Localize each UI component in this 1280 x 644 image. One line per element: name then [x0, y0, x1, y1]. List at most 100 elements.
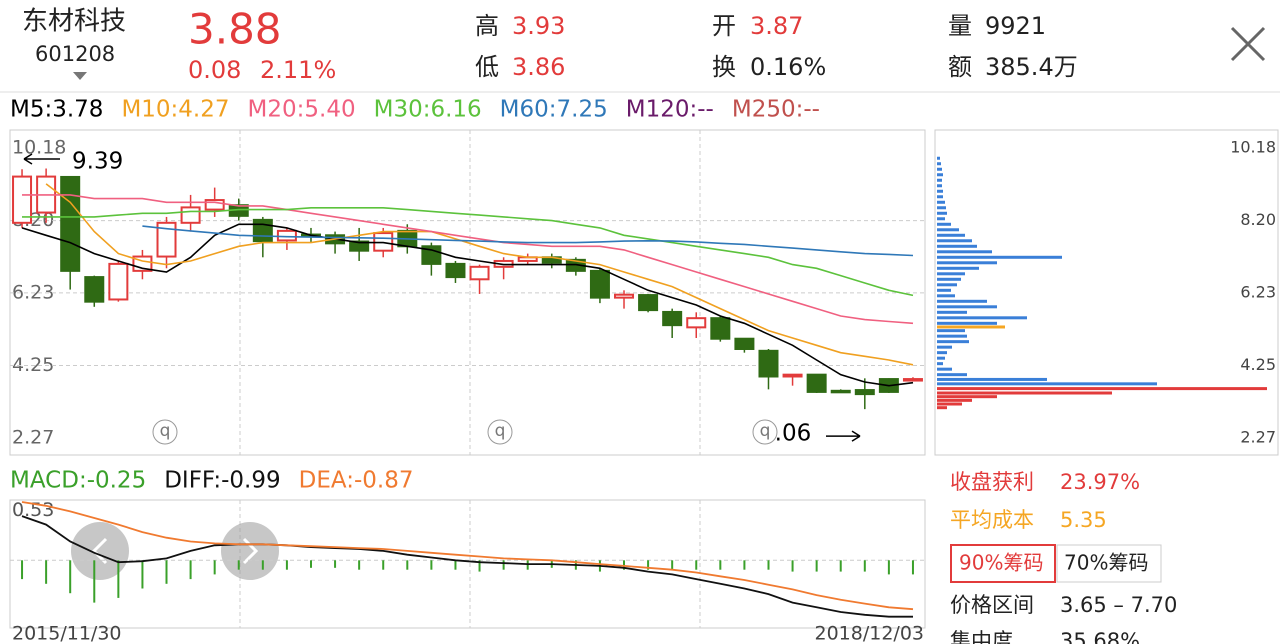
- chip-bar: [937, 325, 1005, 329]
- chip-bar: [937, 362, 943, 366]
- value: 0.16%: [750, 53, 826, 81]
- y-tick-label: 6.23: [1240, 282, 1276, 301]
- ma-line: [22, 207, 914, 297]
- prev-button[interactable]: [71, 522, 129, 580]
- chip-bar: [937, 266, 979, 270]
- chip-bar: [937, 382, 1157, 386]
- candle-body: [806, 373, 827, 393]
- value: 3.87: [750, 12, 803, 40]
- legend-entry: M20:5.40: [248, 97, 356, 123]
- stat-value: 23.97%: [1060, 470, 1140, 494]
- value: 3.93: [512, 12, 565, 40]
- close-button[interactable]: [1230, 26, 1266, 62]
- chip-bar: [937, 195, 943, 199]
- chip-bar: [937, 272, 965, 276]
- x-tick-label: 2015/11/30: [12, 623, 122, 644]
- legend-entry: DIFF:-0.99: [164, 468, 280, 494]
- y-tick-label: 10.18: [12, 136, 66, 158]
- legend-entry: M30:6.16: [374, 97, 482, 123]
- candle-body: [276, 229, 297, 242]
- chip-bar: [937, 329, 965, 333]
- stock-code: 601208: [35, 42, 115, 66]
- chip-bar: [937, 261, 997, 265]
- y-tick-label: 2.27: [12, 427, 54, 449]
- candle-body: [902, 378, 923, 382]
- value: 9921: [985, 12, 1046, 40]
- chip-bar: [937, 211, 947, 215]
- candle-body: [710, 317, 731, 340]
- candle-body: [204, 199, 225, 211]
- event-label: q: [160, 421, 171, 441]
- prev-icon: [91, 537, 108, 565]
- candle-body: [614, 293, 635, 299]
- chip-bar: [937, 310, 967, 314]
- candle-body: [589, 269, 610, 299]
- legend-entry: M120:--: [626, 97, 714, 123]
- chip-bar: [937, 321, 997, 325]
- candle-body: [252, 218, 273, 243]
- next-icon: [242, 537, 259, 565]
- chip-bar: [937, 200, 945, 204]
- stat-label: 收盘获利: [950, 470, 1034, 494]
- next-button[interactable]: [221, 522, 279, 580]
- chip-bar: [937, 351, 947, 355]
- stat-label: 价格区间: [950, 593, 1034, 617]
- chip-bar: [937, 377, 1047, 381]
- y-tick-label: 4.25: [1240, 355, 1276, 374]
- chip-bar: [937, 250, 992, 254]
- chip-bar: [937, 239, 972, 243]
- candle-body: [854, 389, 875, 396]
- chip-bar: [937, 299, 987, 303]
- chip-bar: [937, 367, 952, 371]
- label: 高: [475, 12, 499, 40]
- stock-name: 东材科技: [22, 7, 126, 37]
- chip-bar: [937, 277, 961, 281]
- candle-body: [156, 221, 177, 258]
- chip-bar: [937, 189, 943, 193]
- tab-90[interactable]: [950, 544, 1056, 583]
- chip-bar: [937, 288, 951, 292]
- stat-value: 3.65 – 7.70: [1060, 593, 1177, 617]
- stat-value: 35.68%: [1060, 629, 1140, 644]
- chip-bar: [937, 340, 969, 344]
- chip-pane: [934, 129, 1279, 456]
- chip-bar: [937, 162, 941, 166]
- candle-body: [349, 240, 370, 252]
- chip-bar: [937, 173, 943, 177]
- min-arrow: [826, 430, 861, 442]
- dropdown-icon[interactable]: [73, 72, 87, 80]
- ma-line: [22, 194, 914, 325]
- chip-bar: [937, 184, 942, 188]
- candle-body: [180, 206, 201, 224]
- ma-line: [45, 183, 914, 366]
- tab-70[interactable]: [1056, 544, 1162, 583]
- event-marker: [487, 419, 513, 445]
- chip-bar: [937, 167, 942, 171]
- label: 额: [948, 53, 972, 81]
- chip-bar: [937, 316, 1027, 320]
- candle-body: [782, 373, 803, 378]
- label: 开: [712, 12, 736, 40]
- y-tick-label: 10.18: [1230, 137, 1276, 156]
- tab-label: 70%筹码: [1064, 551, 1148, 575]
- stat-value: 5.35: [1060, 508, 1107, 532]
- change: 0.08: [188, 56, 241, 84]
- candle-body: [638, 294, 659, 312]
- candle-body: [758, 349, 779, 378]
- candle-body: [686, 317, 707, 329]
- chip-bar: [937, 402, 962, 406]
- legend-entry: M250:--: [732, 97, 820, 123]
- macd-line: [21, 501, 914, 611]
- price: 3.88: [188, 5, 282, 54]
- chip-bar: [937, 222, 951, 226]
- chip-bar: [937, 228, 959, 232]
- max-arrow: [23, 153, 60, 165]
- chip-bar: [937, 387, 1267, 391]
- y-tick-label: 8.20: [1240, 210, 1276, 229]
- label: 换: [712, 53, 736, 81]
- chip-bar: [937, 406, 947, 410]
- legend-entry: MACD:-0.25: [10, 468, 146, 494]
- legend-entry: M10:4.27: [121, 97, 229, 123]
